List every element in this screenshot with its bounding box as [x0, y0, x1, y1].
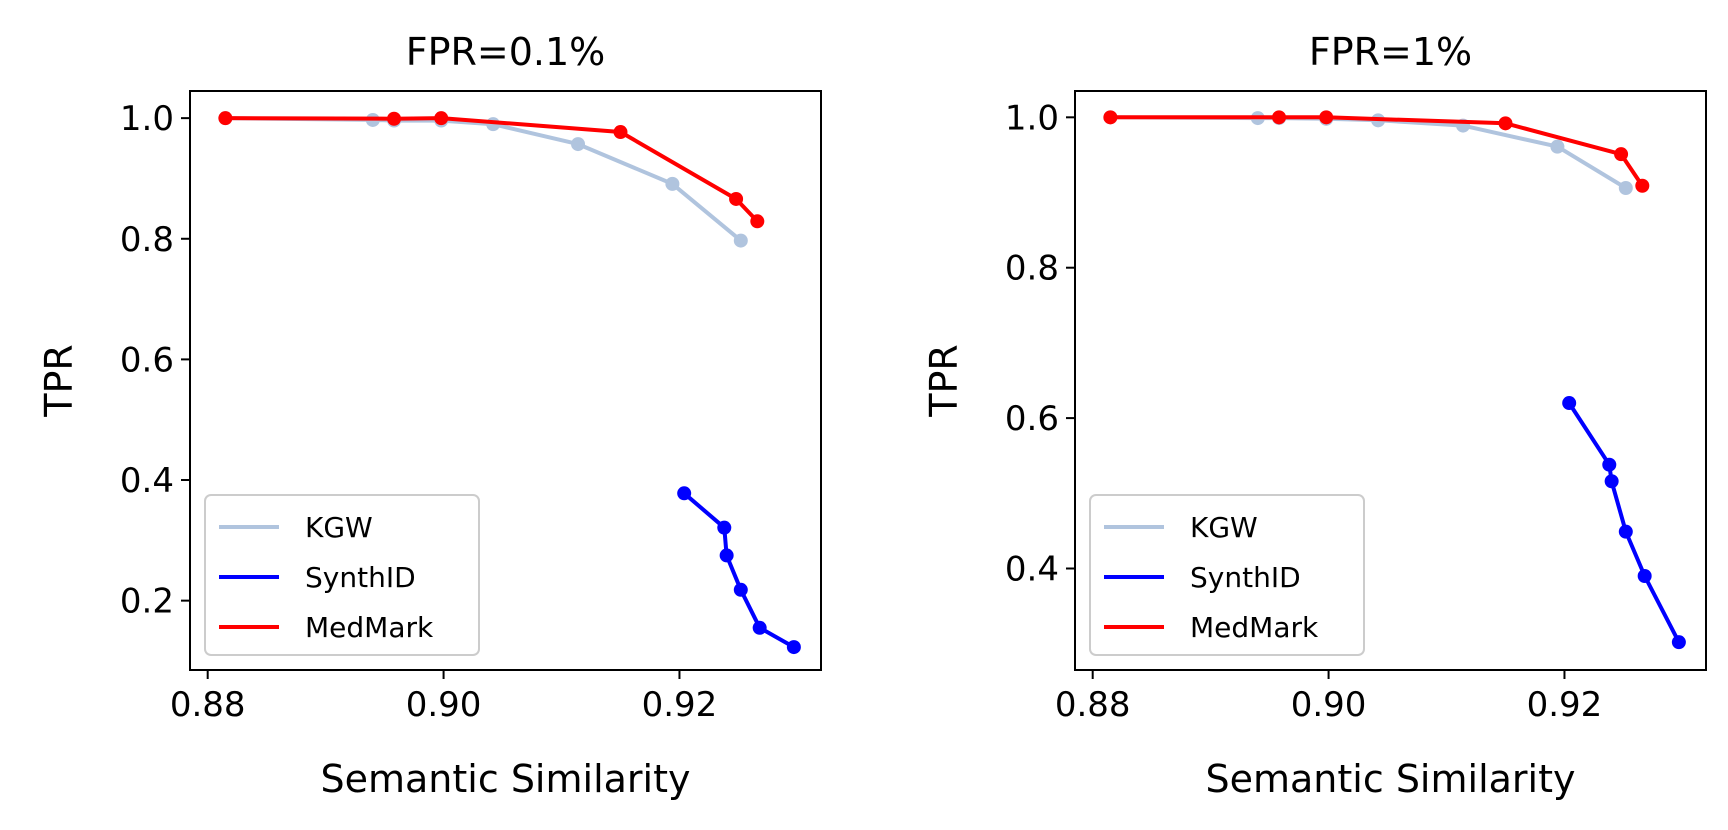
chart-title: FPR=0.1%: [406, 30, 606, 74]
plot-frame: [189, 90, 822, 671]
series-medmark: [1103, 110, 1650, 193]
legend-label-medmark: MedMark: [305, 611, 434, 644]
x-axis-label: Semantic Similarity: [1206, 757, 1576, 801]
legend-label-kgw: KGW: [305, 511, 373, 544]
data-point-synthid: [1637, 569, 1652, 584]
data-point-medmark: [1103, 110, 1118, 125]
y-axis-label: TPR: [922, 344, 966, 418]
x-tick-label: 0.92: [1527, 685, 1603, 725]
data-point-medmark: [434, 111, 449, 126]
data-point-synthid: [719, 548, 734, 563]
data-point-synthid: [1671, 635, 1686, 650]
series-medmark: [218, 111, 765, 229]
x-tick-label: 0.90: [1291, 685, 1367, 725]
legend-label-medmark: MedMark: [1190, 611, 1319, 644]
legend-box: [1089, 494, 1365, 656]
data-point-kgw: [1550, 139, 1565, 154]
x-tick-label: 0.90: [406, 685, 482, 725]
y-tick-label: 0.4: [120, 461, 174, 501]
data-point-synthid: [786, 640, 801, 655]
data-point-medmark: [729, 191, 744, 206]
data-point-medmark: [1614, 147, 1629, 162]
x-tick-label: 0.88: [1055, 685, 1131, 725]
data-point-kgw: [1618, 181, 1633, 196]
data-point-kgw: [733, 233, 748, 248]
data-point-synthid: [677, 486, 692, 501]
y-tick-label: 0.2: [120, 582, 174, 622]
legend: KGW SynthID MedMark: [1089, 494, 1365, 656]
x-axis-label: Semantic Similarity: [321, 757, 691, 801]
data-point-medmark: [387, 111, 402, 126]
y-tick-label: 0.6: [120, 340, 174, 380]
legend: KGW SynthID MedMark: [204, 494, 480, 656]
series-line-synthid: [1567, 402, 1681, 644]
chart-panel-fpr-1: FPR=1% 0.88 0.90 0.92 0.4 0.6 0.8 1.0 Semantic S…: [922, 30, 1707, 801]
series-line-kgw: [225, 116, 743, 243]
y-tick-label: 0.8: [120, 220, 174, 260]
y-axis-label: TPR: [37, 344, 81, 418]
series-kgw: [1103, 110, 1633, 196]
data-point-medmark: [750, 214, 765, 229]
data-point-medmark: [1319, 110, 1334, 125]
x-tick-label: 0.88: [170, 685, 246, 725]
y-tick-label: 1.0: [120, 99, 174, 139]
series-line-medmark: [225, 116, 759, 223]
data-point-kgw: [665, 176, 680, 191]
data-point-synthid: [1618, 524, 1633, 539]
data-point-medmark: [1635, 178, 1650, 193]
plot-frame: [1074, 90, 1707, 671]
series-synthid: [677, 486, 801, 655]
data-point-medmark: [1272, 110, 1287, 125]
legend-label-synthid: SynthID: [305, 561, 416, 594]
data-point-medmark: [613, 125, 628, 140]
legend-box: [204, 494, 480, 656]
data-point-synthid: [717, 520, 732, 535]
legend-label-kgw: KGW: [1190, 511, 1258, 544]
data-point-synthid: [752, 620, 767, 635]
chart-title: FPR=1%: [1309, 30, 1472, 74]
data-point-synthid: [733, 582, 748, 597]
y-tick-label: 0.8: [1005, 249, 1059, 289]
data-point-medmark: [218, 111, 233, 126]
series-kgw: [218, 111, 748, 248]
data-point-medmark: [1498, 116, 1513, 131]
chart-panel-fpr-0-1: FPR=0.1% 0.88 0.90 0.92 0.2 0.4 0.6 0.8 1.0 Seman…: [37, 30, 822, 801]
y-tick-label: 0.4: [1005, 549, 1059, 589]
series-line-kgw: [1110, 115, 1627, 190]
series-line-synthid: [682, 491, 795, 649]
x-tick-label: 0.92: [642, 685, 718, 725]
y-tick-label: 0.6: [1005, 399, 1059, 439]
legend-label-synthid: SynthID: [1190, 561, 1301, 594]
series-synthid: [1562, 396, 1686, 650]
data-point-synthid: [1604, 474, 1619, 489]
data-point-synthid: [1562, 396, 1577, 411]
data-point-kgw: [571, 137, 586, 152]
data-point-synthid: [1602, 457, 1617, 472]
y-tick-label: 1.0: [1005, 98, 1059, 138]
